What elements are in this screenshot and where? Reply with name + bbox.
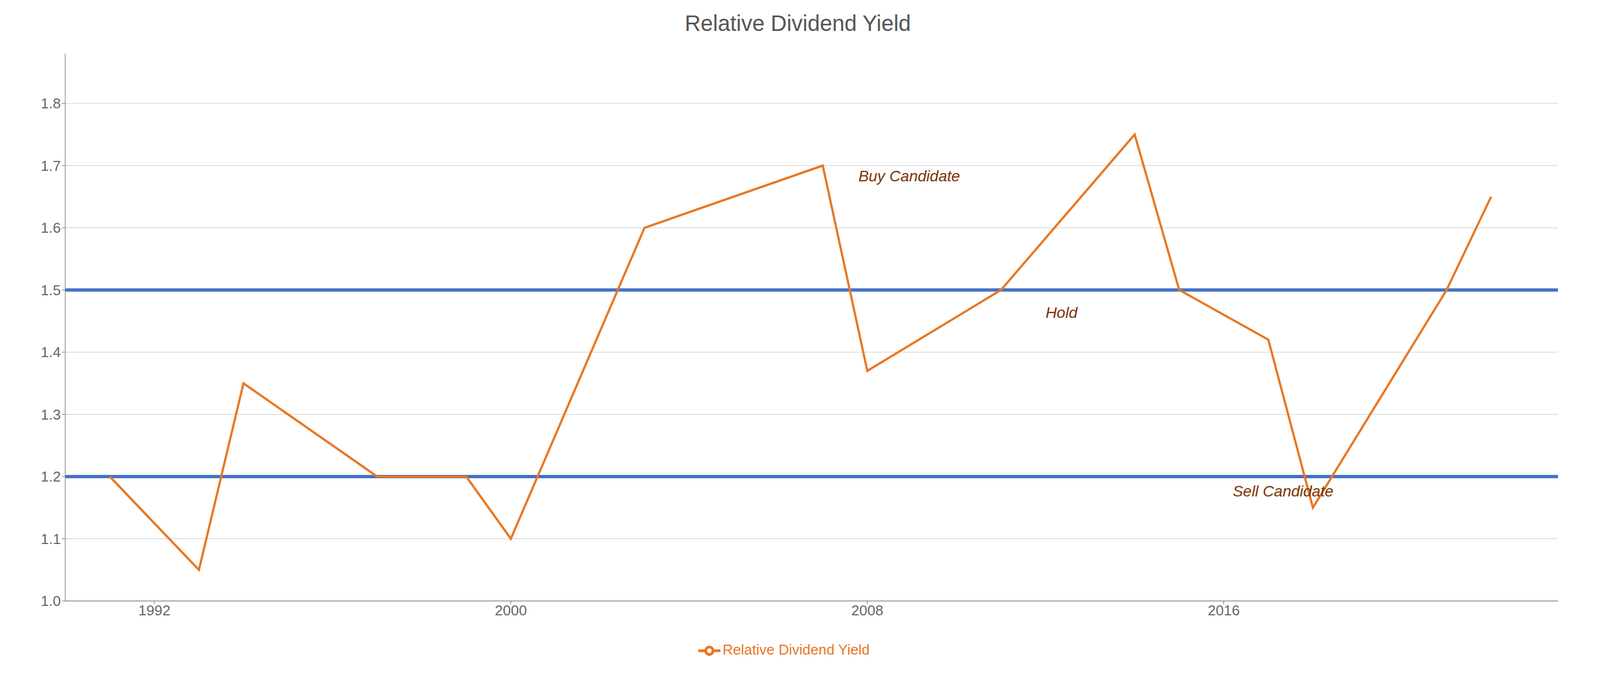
svg-text:2008: 2008 (851, 602, 884, 619)
svg-text:1992: 1992 (138, 602, 171, 619)
svg-text:1.5: 1.5 (40, 281, 61, 299)
html-text:Relative Dividend Yield: Relative Dividend Yield (684, 11, 911, 36)
svg-text:2016: 2016 (1208, 602, 1241, 619)
svg-text:1.4: 1.4 (40, 343, 61, 361)
svg-text:1.3: 1.3 (40, 406, 61, 423)
svg-text:1.0: 1.0 (40, 592, 61, 610)
svg-text:2000: 2000 (494, 602, 527, 619)
html-text:Relative Dividend Yield: Relative Dividend Yield (722, 641, 870, 658)
svg-text:1.6: 1.6 (40, 219, 61, 237)
svg-text:Hold: Hold (1045, 304, 1079, 322)
svg-text:1.7: 1.7 (40, 157, 61, 175)
svg-text:1.1: 1.1 (40, 530, 61, 548)
svg-text:1.2: 1.2 (40, 468, 61, 485)
svg-text:Sell Candidate: Sell Candidate (1232, 482, 1334, 500)
svg-text:1.8: 1.8 (40, 95, 61, 112)
svg-text:Buy Candidate: Buy Candidate (858, 167, 961, 185)
